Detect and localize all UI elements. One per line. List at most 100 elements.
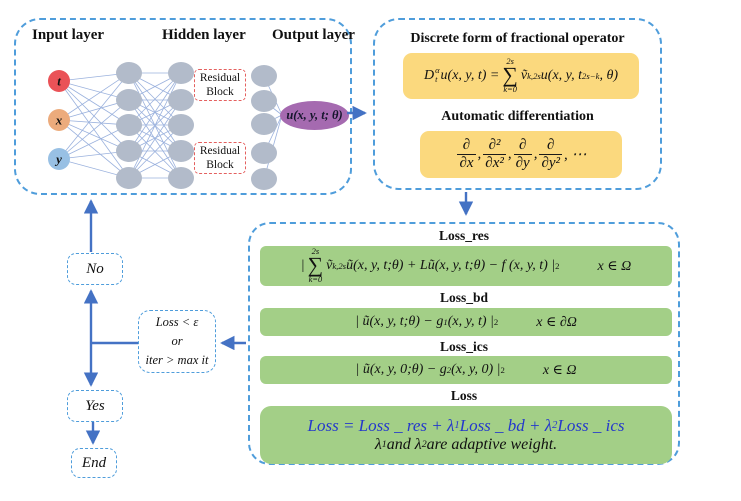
condition-line-3: iter > max it: [145, 352, 209, 367]
residual-block-1-line1: Residual: [199, 71, 241, 84]
math-token: 1: [454, 419, 460, 431]
loss-ics-formula: | ũ(x, y, 0;θ) − g 2 (x, y, 0) | 2 x ∈ Ω: [355, 362, 576, 379]
operator-title: Discrete form of fractional operator: [410, 31, 625, 46]
loss-total-bar: Loss = Loss _ res + λ 1 Loss _ bd + λ 2 Loss…: [260, 406, 672, 464]
math-token: ṽ: [326, 258, 333, 273]
math-token: 2: [555, 260, 560, 271]
derivatives-panel: ∂ ∂x, ∂² ∂x², ∂ ∂y, ∂ ∂y², ⋯: [420, 131, 622, 178]
residual-block-2-line2: Block: [206, 159, 234, 171]
math-token: 2: [421, 439, 427, 451]
loss-ics-header: Loss_ics: [439, 339, 488, 354]
math-token: ∂² ∂x²: [483, 136, 506, 171]
math-token: 2: [493, 316, 499, 327]
no-box: No: [67, 253, 123, 285]
loss-bd-formula: | ũ(x, y, t;θ) − g 1 (x, y, t) | 2 x ∈ ∂Ω: [355, 314, 577, 331]
math-token: Loss _ ics: [557, 416, 625, 435]
input-layer-label: Input layer: [32, 27, 105, 43]
hidden-node: [168, 167, 194, 189]
input-node-y: [48, 148, 70, 170]
output-layer-node: [251, 65, 277, 87]
no-label: No: [86, 260, 104, 277]
hidden-node: [116, 167, 142, 189]
output-layer-node: [251, 113, 277, 135]
hidden-node: [116, 89, 142, 111]
math-token: x ∈ ∂Ω: [536, 314, 577, 330]
loss-header: Loss: [450, 388, 478, 403]
loss-res-formula: | 2s ∑ k=0 ṽ k,2s ũ(x, y, t;θ) + Lũ(x, y, t;θ…: [300, 247, 632, 284]
yes-box: Yes: [67, 390, 123, 422]
network-panel: t x y Input layer Hidden layer Output laye…: [14, 18, 355, 195]
math-token: k,2s: [332, 260, 347, 271]
math-token: u(x, y, t: [540, 68, 583, 83]
math-token: u(x, y, t) =: [440, 68, 500, 83]
math-token: D: [424, 68, 435, 83]
derivatives-formula: ∂ ∂x, ∂² ∂x², ∂ ∂y, ∂ ∂y², ⋯: [455, 136, 587, 173]
loss-panel: Loss_res | 2s ∑ k=0 ṽ k,2s ũ(x, y, t;θ) + Lũ(…: [248, 222, 680, 465]
input-node-label-x: x: [55, 113, 63, 128]
math-token: |: [300, 258, 305, 273]
math-token: ∂ ∂y: [513, 136, 532, 171]
loss-res-header: Loss_res: [438, 228, 489, 243]
loss-bd-header: Loss_bd: [439, 290, 489, 305]
hidden-layer-label: Hidden layer: [162, 27, 246, 43]
math-token: 1: [443, 316, 448, 327]
hidden-node: [116, 114, 142, 136]
math-token: are adaptive weight.: [426, 436, 558, 453]
input-node-label-t: t: [57, 74, 61, 89]
output-layer-node: [251, 168, 277, 190]
math-token: ∂ ∂y²: [539, 136, 563, 171]
math-token: x ∈ Ω: [597, 258, 632, 274]
output-layer-node: [251, 142, 277, 164]
math-token: | ũ(x, y, t;θ) − g: [355, 314, 444, 329]
hidden-node: [168, 89, 194, 111]
loss-total-formula: Loss = Loss _ res + λ 1 Loss _ bd + λ 2 Loss…: [308, 416, 625, 436]
math-token: 2: [500, 364, 505, 375]
residual-block-2: Residual Block: [194, 142, 246, 174]
math-token: 2: [446, 364, 452, 375]
math-token: 2s−k: [582, 70, 600, 81]
math-token: , ⋯: [564, 147, 587, 163]
hidden-node: [168, 114, 194, 136]
math-token: ∂ ∂x: [457, 136, 476, 171]
hidden-node: [168, 62, 194, 84]
math-token: Loss _ bd + λ: [459, 416, 553, 435]
loss-bd-bar: | ũ(x, y, t;θ) − g 1 (x, y, t) | 2 x ∈ ∂Ω: [260, 308, 672, 336]
hidden-node: [116, 140, 142, 162]
input-node-label-y: y: [54, 152, 62, 167]
math-token: ,: [507, 146, 512, 162]
math-token: λ: [374, 436, 382, 453]
math-token: and λ: [386, 436, 422, 453]
math-token: | ũ(x, y, 0;θ) − g: [355, 362, 447, 377]
math-token: ṽ: [520, 68, 528, 83]
output-layer-node: [251, 90, 277, 112]
residual-block-2-line1: Residual: [199, 144, 241, 157]
math-token: x ∈ Ω: [542, 362, 577, 378]
autodiff-title: Automatic differentiation: [441, 109, 594, 124]
loss-res-bar: | 2s ∑ k=0 ṽ k,2s ũ(x, y, t;θ) + Lũ(x, y, t;θ…: [260, 246, 672, 286]
condition-line-2: or: [171, 334, 183, 349]
end-box: End: [71, 448, 117, 478]
output-layer-label: Output layer: [272, 27, 355, 43]
residual-block-1-line2: Block: [206, 86, 234, 98]
math-token: ,: [533, 146, 538, 162]
math-token: (x, y, 0) |: [451, 362, 501, 377]
math-token: ,: [477, 146, 482, 162]
hidden-node: [168, 140, 194, 162]
input-node-t: [48, 70, 70, 92]
network-graph: t x y: [48, 62, 283, 190]
residual-block-1: Residual Block: [194, 69, 246, 101]
math-token: (x, y, t) |: [447, 314, 494, 329]
math-token: k,2s: [527, 70, 541, 81]
math-token: , θ): [599, 68, 618, 83]
condition-line-1: Loss < ε: [155, 315, 199, 330]
input-node-x: [48, 109, 70, 131]
condition-box: Loss < ε or iter > max it: [138, 310, 216, 373]
math-token: 1: [381, 439, 387, 451]
math-token: Loss = Loss _ res + λ: [307, 416, 455, 435]
end-label: End: [81, 454, 107, 471]
yes-label: Yes: [85, 397, 105, 414]
loss-ics-bar: | ũ(x, y, 0;θ) − g 2 (x, y, 0) | 2 x ∈ Ω: [260, 356, 672, 384]
